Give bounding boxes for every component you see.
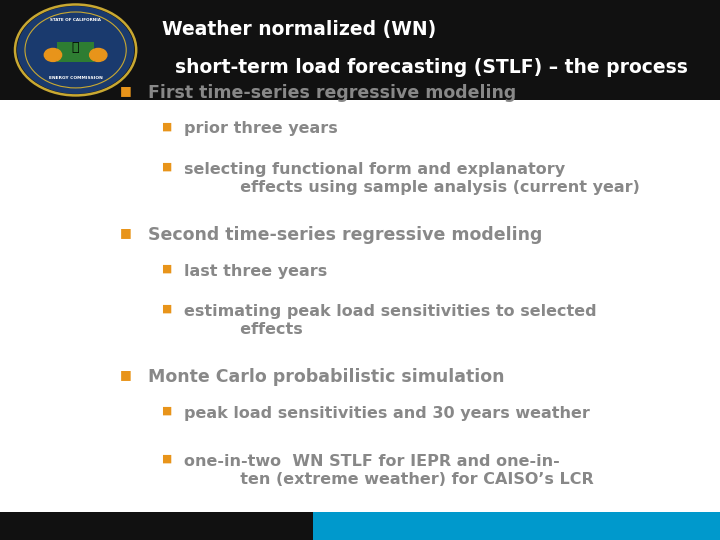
Text: First time-series regressive modeling: First time-series regressive modeling bbox=[148, 84, 516, 102]
Text: Second time-series regressive modeling: Second time-series regressive modeling bbox=[148, 226, 542, 244]
Text: ■: ■ bbox=[161, 454, 171, 464]
Text: peak load sensitivities and 30 years weather: peak load sensitivities and 30 years wea… bbox=[184, 406, 590, 421]
Text: short-term load forecasting (STLF) – the process: short-term load forecasting (STLF) – the… bbox=[162, 58, 688, 77]
Text: Weather normalized (WN): Weather normalized (WN) bbox=[162, 21, 436, 39]
Text: prior three years: prior three years bbox=[184, 122, 338, 137]
Text: last three years: last three years bbox=[184, 264, 327, 279]
Text: ■: ■ bbox=[161, 406, 171, 416]
Text: ■: ■ bbox=[120, 368, 132, 381]
FancyBboxPatch shape bbox=[0, 0, 720, 100]
Text: ENERGY COMMISSION: ENERGY COMMISSION bbox=[49, 76, 102, 80]
Text: ■: ■ bbox=[120, 84, 132, 97]
Text: STATE OF CALIFORNIA: STATE OF CALIFORNIA bbox=[50, 18, 101, 22]
Text: ■: ■ bbox=[161, 264, 171, 274]
FancyBboxPatch shape bbox=[313, 512, 720, 540]
Text: estimating peak load sensitivities to selected
          effects: estimating peak load sensitivities to se… bbox=[184, 304, 596, 337]
Text: ■: ■ bbox=[161, 122, 171, 132]
Text: ■: ■ bbox=[161, 162, 171, 172]
Text: one-in-two  WN STLF for IEPR and one-in-
          ten (extreme weather) for CAI: one-in-two WN STLF for IEPR and one-in- … bbox=[184, 454, 593, 487]
Circle shape bbox=[17, 6, 134, 94]
Text: ■: ■ bbox=[161, 304, 171, 314]
Text: 🐻: 🐻 bbox=[72, 42, 79, 55]
Circle shape bbox=[45, 49, 62, 62]
FancyBboxPatch shape bbox=[57, 42, 94, 62]
Text: ■: ■ bbox=[120, 226, 132, 239]
FancyBboxPatch shape bbox=[0, 512, 313, 540]
Text: Monte Carlo probabilistic simulation: Monte Carlo probabilistic simulation bbox=[148, 368, 504, 386]
Text: selecting functional form and explanatory
          effects using sample analysi: selecting functional form and explanator… bbox=[184, 162, 639, 195]
Circle shape bbox=[89, 49, 107, 62]
